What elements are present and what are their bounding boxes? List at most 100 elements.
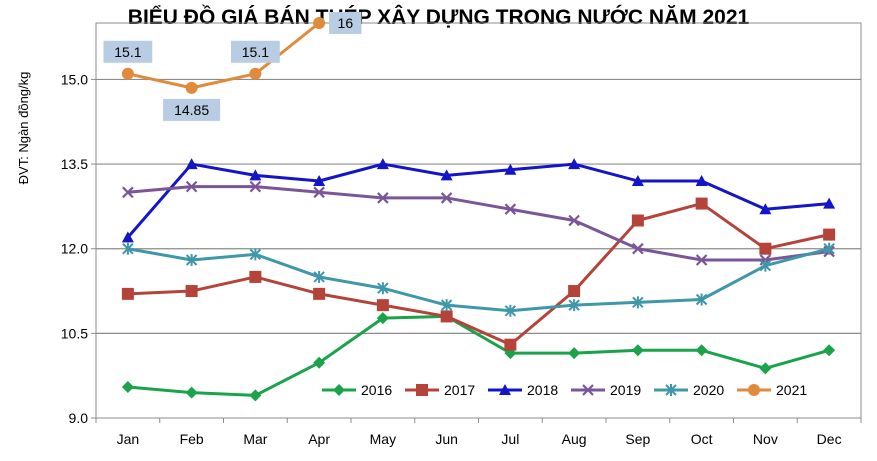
data-point	[122, 242, 134, 255]
data-point	[823, 242, 835, 255]
data-point	[695, 175, 708, 186]
x-tick-label: Oct	[691, 431, 713, 447]
data-point	[823, 228, 836, 241]
y-tick-label: 10.5	[61, 325, 88, 341]
data-point	[185, 81, 198, 94]
legend-marker	[333, 384, 345, 396]
series-line	[127, 21, 321, 90]
data-point	[313, 17, 326, 29]
series-line	[127, 185, 830, 262]
data-point	[313, 186, 325, 199]
legend-marker	[499, 384, 511, 395]
data-point	[695, 197, 708, 210]
data-point	[440, 299, 453, 312]
data-point	[823, 197, 836, 209]
data-point	[759, 259, 772, 272]
data-point	[122, 186, 134, 199]
y-tick-label: 12.0	[61, 241, 88, 257]
series-line	[126, 162, 830, 239]
data-point	[249, 169, 262, 181]
data-point	[504, 304, 517, 317]
data-point	[568, 285, 581, 298]
legend-marker	[582, 384, 594, 396]
legend-label: 2018	[527, 382, 558, 398]
data-point	[249, 180, 262, 193]
data-point	[376, 158, 389, 170]
data-point	[185, 285, 198, 298]
data-label: 14.85	[163, 98, 221, 121]
data-point	[440, 310, 453, 323]
data-point	[313, 356, 326, 369]
data-point	[185, 386, 198, 399]
data-point	[631, 344, 644, 357]
data-point	[440, 192, 453, 204]
data-labels: 15.1 14.85 15.1 16	[103, 12, 362, 121]
data-label-box	[329, 12, 362, 34]
legend-marker	[416, 384, 428, 396]
series-2016	[121, 310, 836, 402]
data-label-box	[230, 40, 280, 63]
data-point	[568, 158, 581, 170]
data-point	[376, 312, 389, 325]
data-label-box	[163, 98, 221, 121]
legend-label: 2017	[444, 382, 475, 398]
data-point	[313, 270, 325, 283]
series-line	[127, 247, 830, 313]
data-point	[504, 338, 517, 351]
legend-label: 2021	[776, 382, 807, 398]
legend-item-2017: 2017	[405, 382, 475, 398]
x-tick-label: Jul	[501, 431, 519, 447]
data-point	[377, 192, 389, 204]
data-point	[632, 242, 644, 255]
marker-stroke	[249, 180, 262, 193]
data-point	[185, 254, 198, 266]
x-tick-label: May	[370, 431, 396, 447]
data-label-text: 15.1	[114, 44, 141, 60]
data-point	[695, 254, 708, 266]
legend-item-2020: 2020	[654, 382, 724, 398]
data-point	[377, 282, 389, 295]
legend-label: 2019	[610, 382, 641, 398]
data-point	[249, 389, 262, 402]
y-tick-label: 15.0	[61, 71, 88, 87]
x-tick-label: Sep	[625, 431, 650, 447]
series-2017	[121, 197, 836, 351]
data-point	[504, 203, 517, 215]
marker-stroke	[504, 203, 517, 215]
series-2021	[121, 17, 326, 94]
marker-stroke	[568, 214, 580, 227]
legend-item-2018: 2018	[488, 382, 558, 398]
legend: 2016 2017 2018 2019 2020 2021	[322, 382, 807, 398]
marker-stroke	[313, 186, 325, 199]
data-point	[313, 175, 326, 186]
data-point	[823, 344, 836, 357]
marker-stroke	[582, 384, 594, 396]
data-label-box	[103, 40, 153, 63]
data-point	[249, 67, 262, 80]
data-point	[121, 287, 134, 300]
x-tick-label: Apr	[308, 431, 330, 447]
data-label-text: 15.1	[242, 44, 269, 60]
series-2018	[121, 158, 836, 243]
data-point	[759, 242, 772, 255]
data-point	[440, 169, 453, 181]
data-point	[631, 214, 644, 227]
x-tick-label: Aug	[562, 431, 587, 447]
legend-label: 2016	[361, 382, 392, 398]
data-point	[568, 347, 581, 360]
legend-item-2016: 2016	[322, 382, 392, 398]
data-point	[568, 299, 580, 312]
data-label-text: 14.85	[174, 102, 209, 118]
series-line	[127, 314, 830, 397]
marker-stroke	[440, 192, 453, 204]
data-point	[121, 67, 134, 80]
legend-label: 2020	[693, 382, 724, 398]
data-point	[504, 163, 517, 175]
data-point	[759, 362, 772, 375]
y-axis-label: ĐVT: Ngàn đồng/kg	[16, 72, 31, 185]
marker-stroke	[632, 242, 644, 255]
data-label-text: 16	[338, 15, 354, 31]
marker-stroke	[122, 186, 134, 199]
data-label: 15.1	[230, 40, 280, 63]
